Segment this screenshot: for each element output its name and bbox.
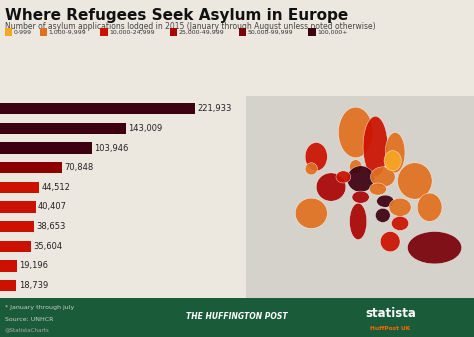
Ellipse shape (384, 151, 401, 171)
Ellipse shape (349, 203, 367, 240)
Ellipse shape (398, 163, 432, 199)
Ellipse shape (363, 116, 388, 177)
Text: 0-999: 0-999 (14, 30, 32, 34)
Text: 103,946: 103,946 (94, 144, 128, 153)
Bar (0, 123, 126, 134)
Text: statista: statista (365, 307, 416, 320)
Text: 100,000+: 100,000+ (317, 30, 347, 34)
Bar (0, 260, 17, 272)
Text: 1,000-9,999: 1,000-9,999 (49, 30, 87, 34)
Text: 44,512: 44,512 (41, 183, 70, 192)
Ellipse shape (352, 191, 369, 203)
Ellipse shape (347, 166, 374, 192)
Text: Source: UNHCR: Source: UNHCR (5, 317, 53, 322)
Ellipse shape (392, 216, 409, 231)
Bar (0, 103, 195, 115)
Text: 221,933: 221,933 (198, 104, 232, 113)
Text: Where Refugees Seek Asylum in Europe: Where Refugees Seek Asylum in Europe (5, 8, 348, 24)
Text: 19,196: 19,196 (19, 262, 48, 270)
Ellipse shape (408, 232, 462, 264)
Text: THE HUFFINGTON POST: THE HUFFINGTON POST (186, 312, 288, 321)
Ellipse shape (316, 173, 346, 201)
Ellipse shape (369, 183, 386, 195)
Ellipse shape (380, 232, 400, 252)
Bar (0, 142, 91, 154)
Ellipse shape (336, 171, 351, 183)
Ellipse shape (338, 107, 373, 158)
Bar (0, 241, 31, 252)
Text: 25,000-49,999: 25,000-49,999 (179, 30, 225, 34)
Bar (0, 162, 63, 174)
Bar (0, 182, 39, 193)
Ellipse shape (371, 167, 395, 187)
Ellipse shape (305, 163, 318, 175)
Ellipse shape (295, 198, 328, 228)
Text: Number of asylum applications lodged in 2015 (January through August unless note: Number of asylum applications lodged in … (5, 22, 375, 31)
Ellipse shape (389, 198, 411, 216)
Text: 40,407: 40,407 (38, 203, 67, 211)
Ellipse shape (385, 132, 405, 173)
Ellipse shape (377, 195, 394, 207)
Bar (0, 201, 36, 213)
Text: 10,000-24,999: 10,000-24,999 (109, 30, 155, 34)
Ellipse shape (417, 193, 442, 221)
Text: @StatistaCharts: @StatistaCharts (5, 328, 49, 333)
Text: * January through july: * January through july (5, 305, 74, 310)
Text: 143,009: 143,009 (128, 124, 162, 133)
Bar (0, 280, 17, 291)
Ellipse shape (349, 160, 362, 174)
Bar (0, 221, 34, 232)
Ellipse shape (305, 143, 328, 171)
Text: 35,604: 35,604 (34, 242, 63, 251)
Text: 38,653: 38,653 (36, 222, 65, 231)
Text: 18,739: 18,739 (18, 281, 48, 290)
Ellipse shape (375, 208, 390, 222)
Text: 70,848: 70,848 (64, 163, 94, 172)
Text: HuffPost UK: HuffPost UK (370, 326, 410, 331)
Text: 50,000-99,999: 50,000-99,999 (248, 30, 293, 34)
